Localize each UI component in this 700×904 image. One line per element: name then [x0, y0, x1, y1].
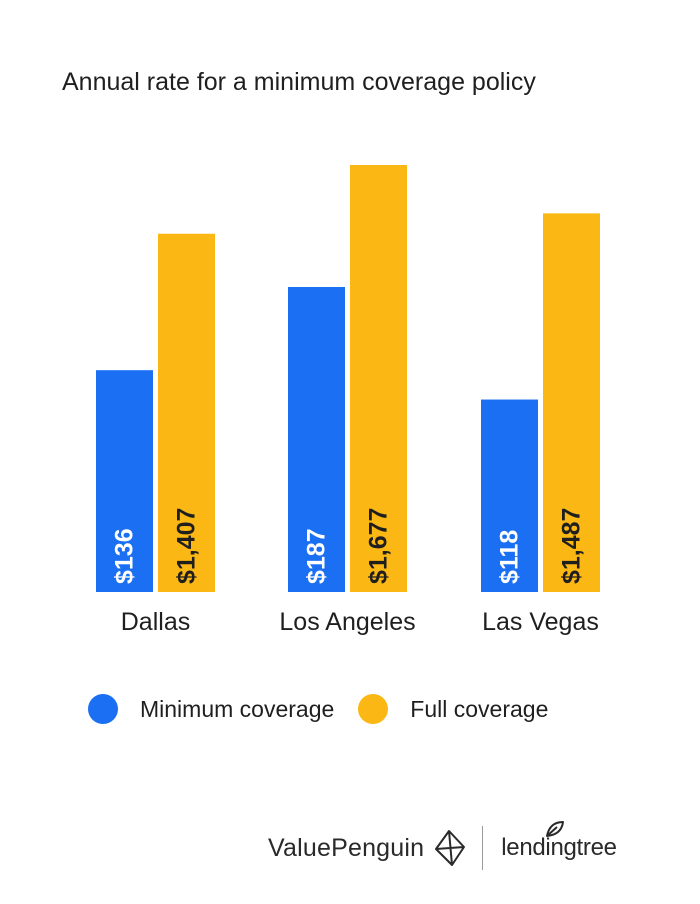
bar-minimum-las-vegas: [481, 399, 538, 592]
bar-minimum-dallas: [96, 370, 153, 592]
bar-label-minimum-los-angeles: $187: [303, 528, 331, 584]
category-label-dallas: Dallas: [121, 608, 190, 636]
legend-label-minimum: Minimum coverage: [140, 695, 335, 722]
bar-chart: $136 $1,407 Dallas $187 $1,677 Los Angeles $11…: [96, 165, 600, 636]
legend-swatch-full: [358, 694, 389, 724]
footer-logos: ValuePenguin lendingtree: [268, 821, 617, 870]
lendingtree-logo: lendingtree: [501, 821, 617, 862]
valuepenguin-mark-icon: [435, 830, 466, 866]
legend-swatch-minimum: [88, 694, 118, 724]
legend-label-full: Full coverage: [410, 695, 549, 722]
lendingtree-logo-text: lendingtree: [501, 834, 617, 861]
footer-divider: [482, 826, 484, 870]
bar-full-las-vegas: [543, 213, 600, 592]
legend-item-full: Full coverage: [358, 694, 548, 724]
bar-minimum-los-angeles: [288, 287, 345, 592]
chart-title: Annual rate for a minimum coverage polic…: [62, 68, 536, 96]
bar-label-full-dallas: $1,407: [173, 508, 201, 584]
bar-label-full-las-vegas: $1,487: [558, 508, 586, 584]
leaf-icon: [546, 821, 565, 837]
category-label-los-angeles: Los Angeles: [279, 608, 415, 636]
category-label-las-vegas: Las Vegas: [482, 608, 599, 636]
legend: Minimum coverage Full coverage: [88, 694, 572, 724]
bar-label-minimum-las-vegas: $118: [496, 530, 524, 584]
legend-item-minimum: Minimum coverage: [88, 694, 334, 724]
bar-full-dallas: [158, 233, 215, 593]
bar-label-full-los-angeles: $1,677: [365, 508, 393, 584]
valuepenguin-logo: ValuePenguin: [268, 833, 425, 862]
bar-label-minimum-dallas: $136: [111, 528, 139, 584]
bar-full-los-angeles: [350, 165, 407, 592]
